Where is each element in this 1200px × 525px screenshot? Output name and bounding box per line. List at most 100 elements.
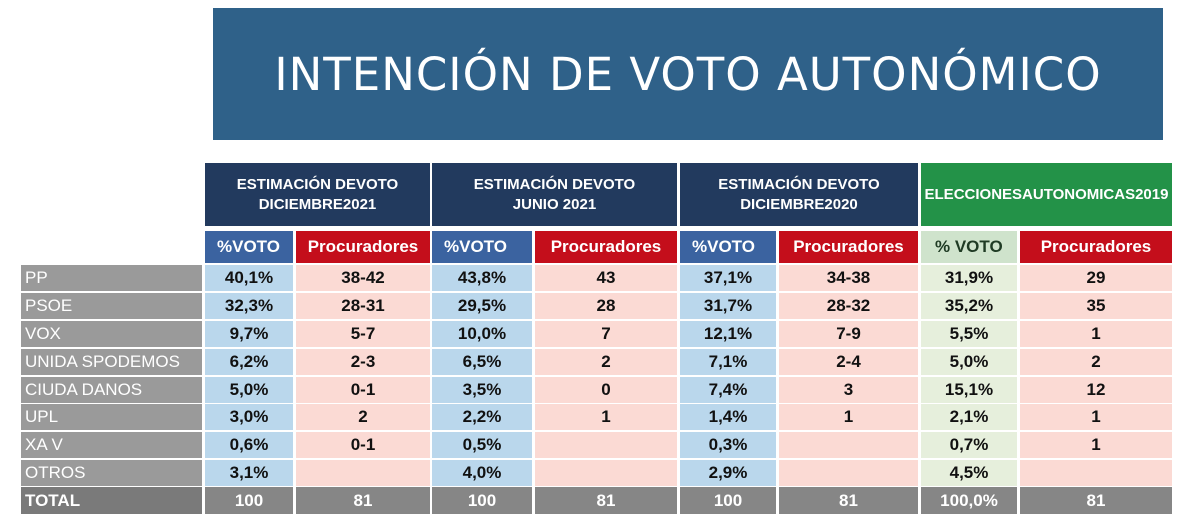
vote-percent-cell: 2,2%: [432, 404, 532, 430]
vote-percent-cell: 4,0%: [432, 460, 532, 486]
seats-cell: 28: [535, 293, 677, 319]
vote-percent-cell: 0,6%: [205, 432, 293, 458]
group-header-line: ESTIMACIÓN DEVOTO: [473, 175, 636, 193]
seats-cell: 1: [1020, 404, 1172, 430]
seats-cell: 0-1: [296, 377, 430, 403]
total-cell: 81: [296, 487, 430, 514]
seats-header: Procuradores: [1020, 231, 1172, 263]
vote-percent-cell: 0,5%: [432, 432, 532, 458]
group-header-line: JUNIO 2021: [512, 195, 597, 213]
seats-cell: 7: [535, 321, 677, 347]
vote-percent-cell: 3,0%: [205, 404, 293, 430]
seats-cell: 0-1: [296, 432, 430, 458]
seats-cell: 1: [779, 404, 918, 430]
vote-percent-cell: 2,9%: [680, 460, 776, 486]
vote-percent-header: %VOTO: [680, 231, 776, 263]
vote-percent-cell: 12,1%: [680, 321, 776, 347]
party-label: VOX: [21, 321, 202, 347]
seats-cell: 28-32: [779, 293, 918, 319]
vote-percent-cell: 4,5%: [921, 460, 1017, 486]
vote-percent-cell: 0,7%: [921, 432, 1017, 458]
vote-percent-cell: 37,1%: [680, 265, 776, 291]
seats-cell: [535, 460, 677, 486]
total-label: TOTAL: [21, 487, 202, 514]
party-label: XA V: [21, 432, 202, 458]
seats-header: Procuradores: [296, 231, 430, 263]
total-cell: 100,0%: [921, 487, 1017, 514]
vote-percent-cell: 5,0%: [921, 349, 1017, 375]
vote-percent-cell: 6,5%: [432, 349, 532, 375]
total-cell: 100: [205, 487, 293, 514]
seats-cell: 34-38: [779, 265, 918, 291]
total-cell: 81: [779, 487, 918, 514]
group-header-line: ESTIMACIÓN DEVOTO: [718, 175, 880, 193]
vote-percent-cell: 40,1%: [205, 265, 293, 291]
seats-cell: 1: [535, 404, 677, 430]
party-label: PSOE: [21, 293, 202, 319]
seats-header: Procuradores: [535, 231, 677, 263]
vote-percent-cell: 5,5%: [921, 321, 1017, 347]
vote-percent-cell: 9,7%: [205, 321, 293, 347]
vote-percent-cell: 31,7%: [680, 293, 776, 319]
seats-cell: 43: [535, 265, 677, 291]
seats-cell: 0: [535, 377, 677, 403]
group-header-line: ELECCIONESAUTONOMICAS2019: [924, 185, 1169, 203]
party-label: UNIDA SPODEMOS: [21, 349, 202, 375]
seats-cell: 2: [1020, 349, 1172, 375]
seats-cell: 35: [1020, 293, 1172, 319]
seats-cell: 2-3: [296, 349, 430, 375]
vote-percent-cell: 31,9%: [921, 265, 1017, 291]
party-label: PP: [21, 265, 202, 291]
seats-cell: 1: [1020, 321, 1172, 347]
title-banner: INTENCIÓN DE VOTO AUTONÓMICO: [213, 8, 1163, 140]
party-label: CIUDA DANOS: [21, 377, 202, 403]
vote-percent-cell: 15,1%: [921, 377, 1017, 403]
vote-percent-cell: 29,5%: [432, 293, 532, 319]
column-group-header: ESTIMACIÓN DEVOTO DICIEMBRE2020: [680, 163, 918, 226]
seats-cell: [1020, 460, 1172, 486]
seats-cell: [296, 460, 430, 486]
total-cell: 81: [535, 487, 677, 514]
party-label: UPL: [21, 404, 202, 430]
vote-percent-cell: 1,4%: [680, 404, 776, 430]
vote-percent-cell: 7,4%: [680, 377, 776, 403]
seats-cell: 2: [535, 349, 677, 375]
vote-percent-header: % VOTO: [921, 231, 1017, 263]
vote-percent-cell: 10,0%: [432, 321, 532, 347]
seats-cell: 2: [296, 404, 430, 430]
vote-percent-cell: 0,3%: [680, 432, 776, 458]
page-title: INTENCIÓN DE VOTO AUTONÓMICO: [274, 47, 1102, 101]
vote-percent-cell: 6,2%: [205, 349, 293, 375]
seats-cell: 12: [1020, 377, 1172, 403]
seats-cell: 1: [1020, 432, 1172, 458]
vote-percent-cell: 2,1%: [921, 404, 1017, 430]
column-group-header: ELECCIONESAUTONOMICAS2019: [921, 163, 1172, 226]
vote-percent-header: %VOTO: [432, 231, 532, 263]
vote-percent-cell: 32,3%: [205, 293, 293, 319]
seats-header: Procuradores: [779, 231, 918, 263]
vote-percent-cell: 7,1%: [680, 349, 776, 375]
group-header-line: DICIEMBRE2020: [740, 195, 858, 213]
seats-cell: 7-9: [779, 321, 918, 347]
party-label: OTROS: [21, 460, 202, 486]
seats-cell: [779, 460, 918, 486]
seats-cell: 29: [1020, 265, 1172, 291]
seats-cell: 3: [779, 377, 918, 403]
vote-percent-cell: 43,8%: [432, 265, 532, 291]
seats-cell: [535, 432, 677, 458]
vote-percent-cell: 35,2%: [921, 293, 1017, 319]
seats-cell: 28-31: [296, 293, 430, 319]
seats-cell: 5-7: [296, 321, 430, 347]
seats-cell: 38-42: [296, 265, 430, 291]
total-cell: 100: [432, 487, 532, 514]
total-cell: 100: [680, 487, 776, 514]
vote-percent-cell: 3,1%: [205, 460, 293, 486]
total-cell: 81: [1020, 487, 1172, 514]
column-group-header: ESTIMACIÓN DEVOTO JUNIO 2021: [432, 163, 677, 226]
vote-percent-header: %VOTO: [205, 231, 293, 263]
seats-cell: [779, 432, 918, 458]
column-group-header: ESTIMACIÓN DEVOTO DICIEMBRE2021: [205, 163, 430, 226]
group-header-line: DICIEMBRE2021: [258, 195, 377, 213]
group-header-line: ESTIMACIÓN DEVOTO: [236, 175, 399, 193]
seats-cell: 2-4: [779, 349, 918, 375]
